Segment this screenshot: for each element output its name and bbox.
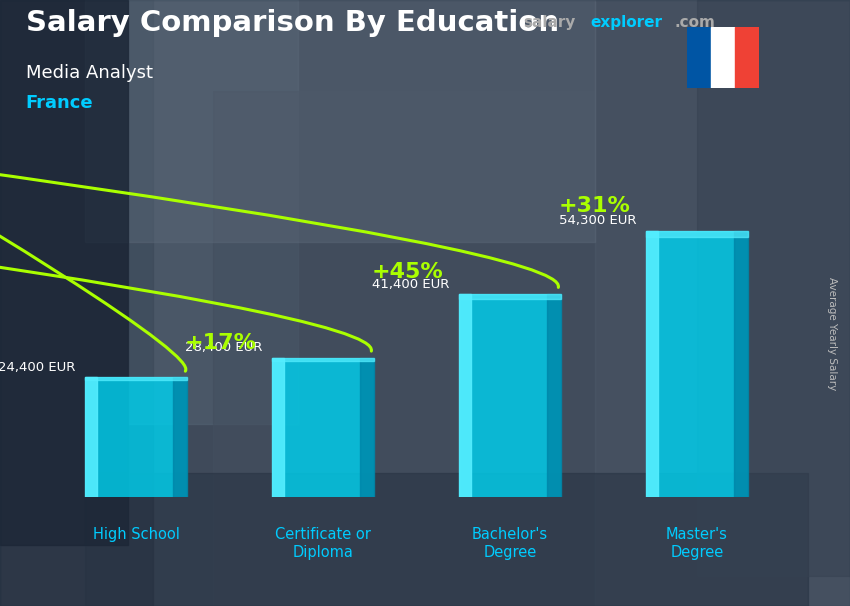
Bar [212,91,595,606]
Text: Master's
Degree: Master's Degree [666,527,728,559]
Bar [0,0,153,606]
Bar [84,378,187,497]
Text: 41,400 EUR: 41,400 EUR [371,278,449,290]
Text: .com: .com [674,15,715,30]
Bar [646,231,658,497]
Bar [360,358,374,497]
Bar [271,358,374,497]
Text: Media Analyst: Media Analyst [26,64,152,82]
Bar [271,358,374,361]
Text: Certificate or
Diploma: Certificate or Diploma [275,527,371,559]
Text: 24,400 EUR: 24,400 EUR [0,361,75,374]
Text: +45%: +45% [371,262,443,282]
Bar [0,0,128,545]
Bar [735,27,759,88]
Bar [128,0,298,424]
Bar [459,294,471,497]
Bar [173,378,187,497]
Bar [85,0,595,242]
Bar [84,378,187,381]
Text: Salary Comparison By Education: Salary Comparison By Education [26,9,558,37]
Text: +31%: +31% [558,196,630,216]
Text: 28,400 EUR: 28,400 EUR [184,341,262,355]
Bar [646,231,748,238]
Text: High School: High School [93,527,179,542]
Text: salary: salary [523,15,575,30]
Bar [271,358,284,497]
Bar [547,294,561,497]
Bar [595,0,850,606]
Bar [459,294,561,497]
Bar [646,231,748,497]
Bar [734,231,748,497]
Text: Bachelor's
Degree: Bachelor's Degree [472,527,548,559]
Bar [697,0,850,576]
Text: 54,300 EUR: 54,300 EUR [558,215,636,227]
Text: +17%: +17% [184,333,256,353]
Bar [687,27,711,88]
Text: France: France [26,94,94,112]
Text: Average Yearly Salary: Average Yearly Salary [827,277,837,390]
Bar [85,473,808,606]
Bar [711,27,735,88]
Bar [84,378,97,497]
Text: explorer: explorer [591,15,663,30]
Bar [459,294,561,299]
